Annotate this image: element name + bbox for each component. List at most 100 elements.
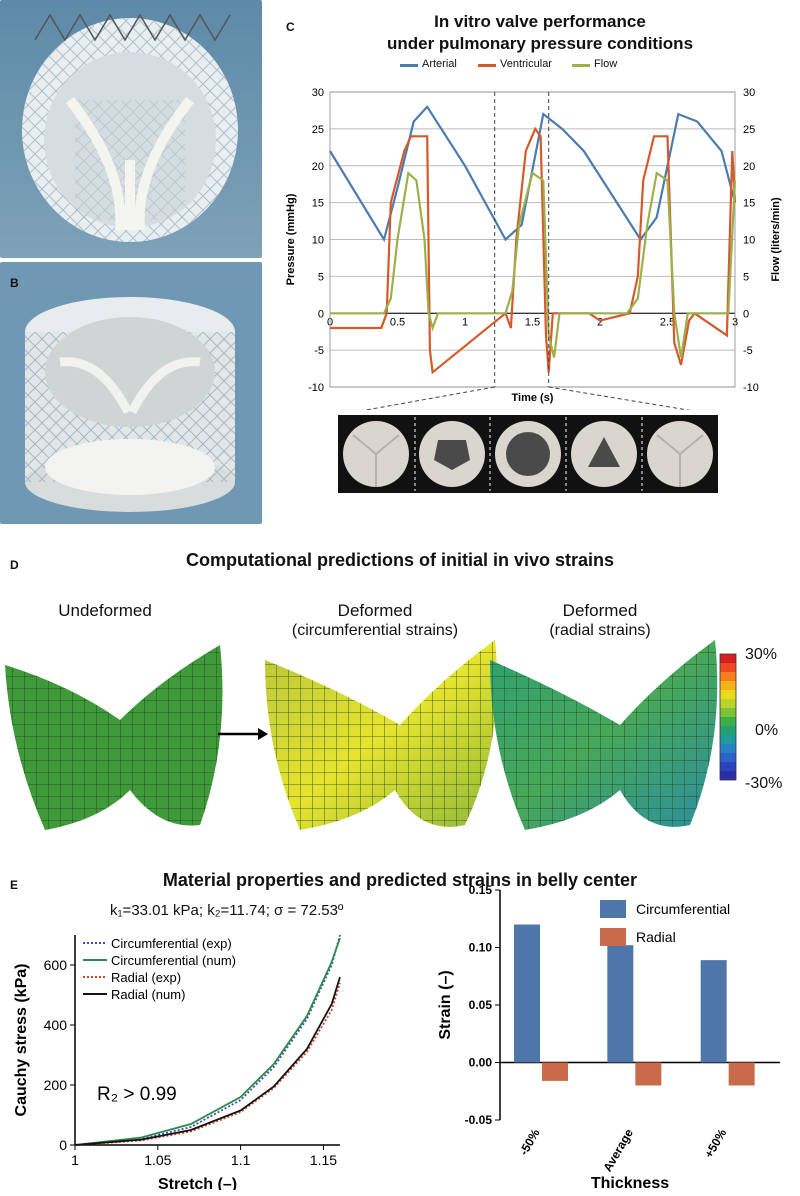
series-line-3 [74, 976, 341, 1146]
y-tick-label: -10 [308, 382, 324, 394]
y-axis-label: Cauchy stress (kPa) [13, 964, 30, 1117]
legend-label: Circumferential [636, 901, 730, 917]
bar-radial [728, 1062, 755, 1086]
panel-c-title-line2: under pulmonary pressure conditions [386, 34, 694, 53]
x-tick-label: 2 [597, 316, 603, 328]
x-axis-label: Thickness [591, 1175, 669, 1190]
legend-swatch-arterial [400, 64, 418, 67]
series-line-1 [74, 937, 341, 1146]
bar-circumferential [700, 960, 727, 1063]
y-tick-label: -0.05 [465, 1113, 493, 1127]
zoom-connector-left [363, 386, 495, 410]
label-deformed-rad-sub: (radial strains) [549, 622, 651, 639]
strain-colorbar [719, 653, 737, 781]
y-tick-label: 0.10 [469, 941, 493, 955]
x-axis-label: Time (s) [512, 392, 554, 404]
mesh-deformed-radial [490, 640, 718, 830]
series-line-flow [330, 170, 737, 358]
x-tick-label: 1.1 [231, 1152, 251, 1168]
y-tick-label: 200 [44, 1077, 68, 1093]
y2-tick-label: 5 [743, 271, 749, 283]
series-line-ventricular [330, 126, 737, 375]
legend-label: Radial (exp) [111, 970, 181, 985]
y2-tick-label: -10 [743, 382, 759, 394]
r2-annotation: R₂ > 0.99 [97, 1084, 177, 1105]
panel-d-title: Computational predictions of initial in … [185, 550, 615, 570]
chart-stress-stretch: 0 200 400 600 1 1.05 1.1 1.15 Circumferential (e… [13, 934, 341, 1190]
bar-circumferential [607, 945, 634, 1063]
zoom-connector-right [548, 386, 691, 410]
series-line-0 [74, 934, 341, 1146]
x-tick-label: 1 [71, 1152, 79, 1168]
panel-label-d: D [10, 558, 19, 572]
x-tick-label: +50% [702, 1126, 730, 1160]
x-tick-label: -50% [516, 1126, 542, 1158]
y2-tick-label: -5 [743, 345, 753, 357]
legend-label: Circumferential (num) [111, 953, 236, 968]
chart-legend: Arterial Ventricular Flow [400, 58, 730, 74]
valve-frames-strip [338, 415, 718, 493]
mesh-deformed-circumferential [265, 640, 497, 830]
valve-mesh-illustrations [5, 640, 737, 830]
legend-swatch-ventricular [478, 64, 496, 67]
y-tick-label: 5 [318, 271, 324, 283]
y-tick-label: 0.15 [469, 883, 493, 897]
colorbar-tick-zero: 0% [755, 722, 779, 739]
y-axis-label: Pressure (mmHg) [285, 193, 297, 285]
y-tick-label: 10 [312, 235, 324, 247]
y-tick-label: -5 [314, 345, 324, 357]
photo-valve-side-view [0, 262, 262, 524]
label-undeformed: Undeformed [58, 601, 152, 620]
valve-frame-open [495, 421, 561, 487]
panel-label-b: B [10, 276, 19, 290]
material-params: k₁=33.01 kPa; k₂=11.74; σ = 72.53º [110, 902, 344, 919]
panel-label-e: E [10, 878, 19, 892]
x-tick-label: Average [600, 1126, 636, 1174]
series-line-2 [74, 982, 341, 1146]
label-deformed-circ-sub: (circumferential strains) [291, 622, 459, 639]
chart-strain-bars: -0.05 0.00 0.05 0.10 0.15 -50% Average +50% Circ… [437, 883, 780, 1190]
bar-circumferential [514, 924, 540, 1063]
legend-label: Radial (num) [111, 987, 185, 1002]
y-tick-label: 25 [312, 124, 324, 136]
legend-swatch [600, 928, 626, 946]
x-tick-label: 1.5 [525, 316, 540, 328]
y-tick-label: 0.05 [469, 998, 493, 1012]
y-tick-label: 0 [59, 1137, 67, 1153]
photo-valve-top-view [0, 0, 262, 258]
panel-label-c: C [286, 20, 295, 34]
valve-frame-opening [419, 421, 485, 487]
legend-label-ventricular: Ventricular [500, 58, 552, 70]
legend-label: Radial [636, 929, 676, 945]
x-tick-label: 0.5 [390, 316, 405, 328]
colorbar-tick-max: 30% [745, 646, 778, 663]
legend-label: Circumferential (exp) [111, 936, 232, 951]
y-axis-label: Strain (–) [437, 970, 454, 1039]
y2-axis-label: Flow (liters/min) [770, 197, 782, 282]
x-tick-label: 2.5 [660, 316, 675, 328]
x-tick-label: 1 [462, 316, 468, 328]
y2-tick-label: 25 [743, 124, 755, 136]
x-tick-label: 1.15 [310, 1152, 337, 1168]
arrow-icon [218, 728, 268, 740]
y-tick-label: 0.00 [469, 1056, 493, 1070]
x-axis-label: Stretch (–) [158, 1176, 237, 1190]
legend-label-arterial: Arterial [422, 58, 457, 70]
y-tick-label: 0 [318, 308, 324, 320]
valve-frame-closing [571, 421, 637, 487]
mesh-undeformed [5, 645, 223, 830]
y2-tick-label: 15 [743, 198, 755, 210]
y2-tick-label: 30 [743, 87, 755, 99]
plot-frame [329, 91, 736, 388]
y2-tick-label: 0 [743, 308, 749, 320]
y2-tick-label: 20 [743, 161, 755, 173]
valve-frame-closed-1 [343, 421, 409, 487]
y-tick-label: 30 [312, 87, 324, 99]
y2-tick-label: 10 [743, 235, 755, 247]
y-tick-label: 15 [312, 198, 324, 210]
valve-frame-closed-2 [647, 421, 713, 487]
panel-c-title-line1: In vitro valve performance [434, 12, 646, 31]
y-tick-label: 600 [44, 957, 68, 973]
legend-label-flow: Flow [594, 58, 618, 70]
